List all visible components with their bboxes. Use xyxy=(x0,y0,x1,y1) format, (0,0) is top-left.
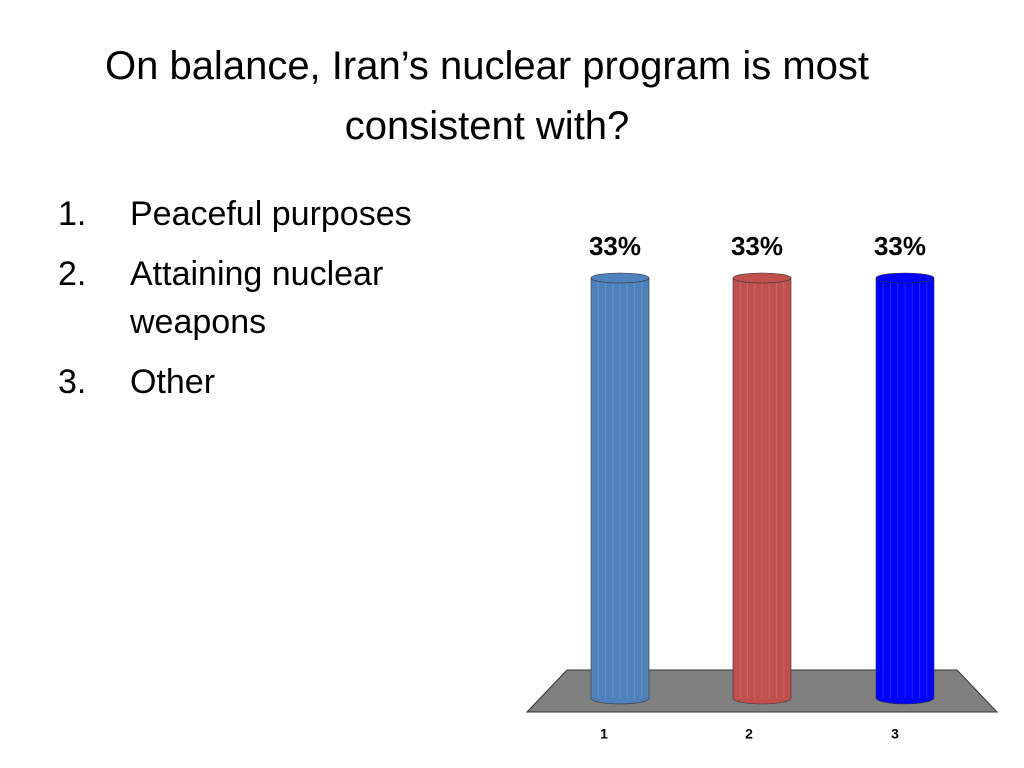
x-tick-label: 2 xyxy=(745,726,753,742)
x-tick-label: 3 xyxy=(891,726,899,742)
option-text: Attaining nuclear weapons xyxy=(130,255,384,341)
option-item: 1. Peaceful purposes xyxy=(58,190,478,238)
option-text: Other xyxy=(130,363,216,401)
bar xyxy=(733,278,791,698)
bar-cap xyxy=(732,272,792,284)
option-list: 1. Peaceful purposes 2. Attaining nuclear w… xyxy=(58,190,478,418)
bar xyxy=(876,278,934,698)
option-text: Peaceful purposes xyxy=(130,195,412,233)
option-number: 2. xyxy=(58,255,87,293)
slide-title: On balance, Iran’s nuclear program is mo… xyxy=(104,44,870,148)
option-item: 2. Attaining nuclear weapons xyxy=(58,250,478,346)
value-label: 33% xyxy=(731,231,783,261)
bar xyxy=(591,278,649,698)
option-number: 1. xyxy=(58,195,87,233)
x-tick-label: 1 xyxy=(600,726,608,742)
option-number: 3. xyxy=(58,363,87,401)
value-label: 33% xyxy=(589,231,641,261)
value-label: 33% xyxy=(874,231,926,261)
bar-cap xyxy=(590,272,650,284)
bar-cap xyxy=(875,272,935,284)
option-item: 3. Other xyxy=(58,358,478,406)
